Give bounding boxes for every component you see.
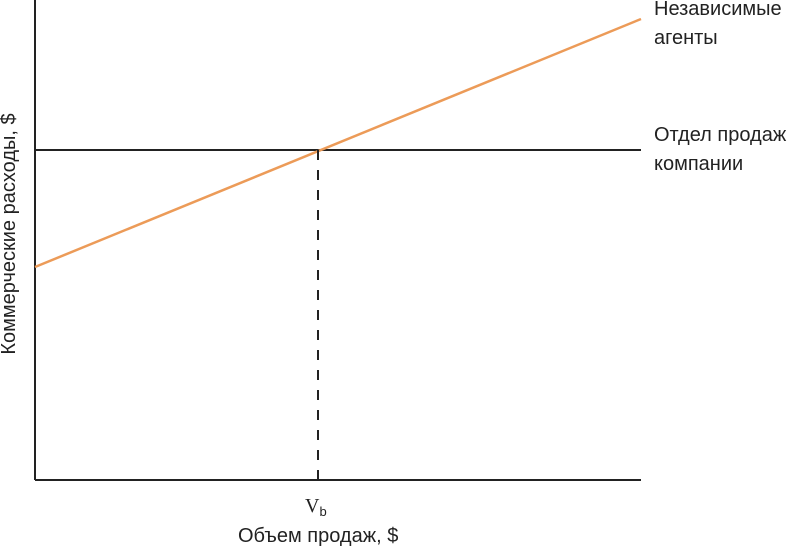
svg-text:Коммерческие расходы, $: Коммерческие расходы, $ xyxy=(0,113,20,354)
